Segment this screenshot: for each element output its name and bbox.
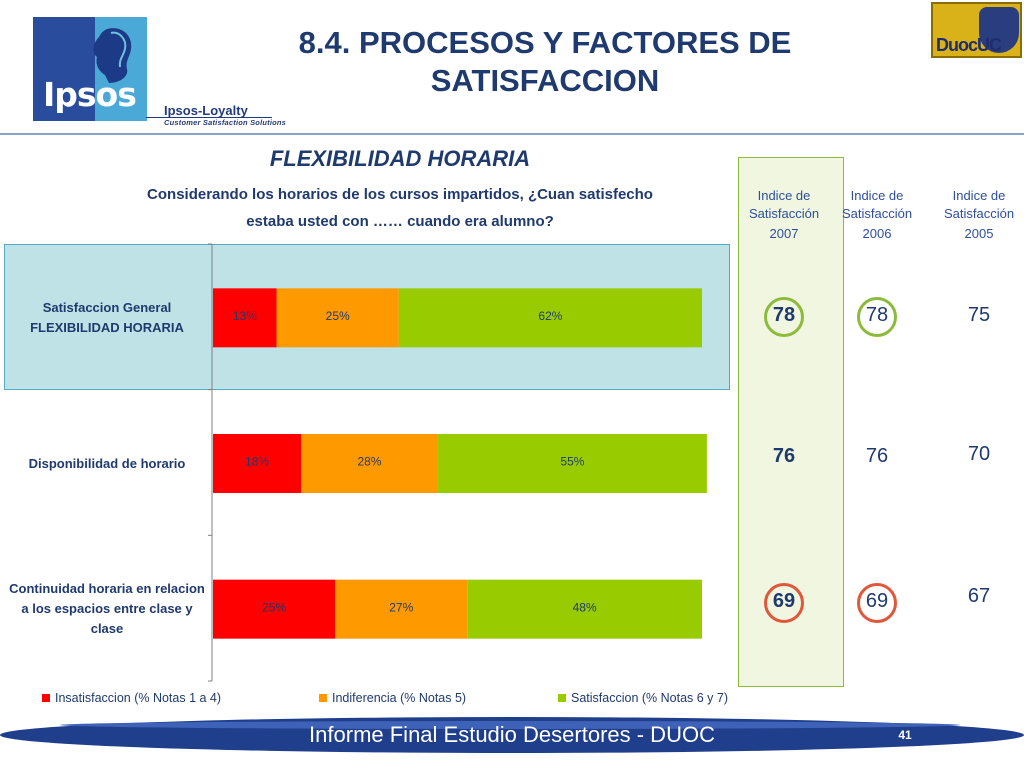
legend-label: Insatisfaccion (% Notas 1 a 4) (55, 691, 222, 705)
index-value: 76 (865, 445, 889, 467)
index-header-line-2: Satisfacción (943, 206, 1015, 221)
ipsos-loyalty-tagline: Customer Satisfaction Solutions (164, 118, 287, 127)
duoc-crest-icon (979, 7, 1019, 53)
duoc-logo: DuocUC (931, 2, 1022, 58)
index-highlight-ring (764, 583, 804, 623)
bar-segment (213, 288, 277, 348)
bar-segment (213, 434, 302, 493)
footer-text: Informe Final Estudio Desertores - DUOC (309, 722, 715, 747)
bar-data-label: 62% (538, 309, 562, 323)
ipsos-head-icon (93, 28, 132, 83)
index-column-header: Indice de Satisfacción (827, 187, 927, 223)
legend-swatch (558, 694, 566, 702)
duoc-logo-text: DuocUC (936, 35, 1002, 55)
bar-data-label: 48% (573, 600, 597, 614)
category-label-text: Satisfaccion General FLEXIBILIDAD HORARI… (30, 299, 184, 335)
chart-legend: Insatisfaccion (% Notas 1 a 4) Indiferenc… (42, 691, 762, 707)
index-header-line-2: Satisfacción (841, 206, 913, 221)
index-year: 2005 (964, 226, 994, 241)
index-header-line-1: Indice de (850, 188, 904, 203)
bar-data-label: 55% (560, 455, 584, 469)
category-label: Continuidad horaria en relacion a los es… (9, 581, 205, 637)
index-value: 67 (967, 585, 991, 607)
legend-swatch (42, 694, 50, 702)
category-label-text: Continuidad horaria en relacion a los es… (9, 581, 205, 637)
index-column-header: Indice de Satisfacción (734, 187, 834, 223)
index-highlight-ring (857, 297, 897, 337)
bar-segment (398, 288, 702, 348)
bar-data-label: 13% (233, 309, 257, 323)
index-year: 2007 (769, 226, 799, 241)
legend-item: Insatisfaccion (% Notas 1 a 4) (42, 691, 221, 705)
footer-band (0, 717, 1024, 753)
ipsos-logo-text: Ipsos (43, 75, 137, 114)
legend-swatch (319, 694, 327, 702)
index-year: 2006 (862, 226, 892, 241)
category-label-text: Disponibilidad de horario (28, 455, 186, 471)
index-column-header: Indice de Satisfacción (929, 187, 1024, 223)
bar-data-label: 28% (357, 455, 381, 469)
index-value: 69 (772, 590, 796, 612)
legend-item: Satisfaccion (% Notas 6 y 7) (558, 691, 728, 705)
header-divider (0, 133, 1024, 135)
index-header-line-2: Satisfacción (748, 206, 820, 221)
bar-segment (437, 434, 707, 493)
ipsos-loyalty-title: Ipsos-Loyalty (164, 103, 248, 118)
question-line-1: Considerando los horarios de los cursos … (147, 186, 653, 203)
index-header-line-1: Indice de (952, 188, 1006, 203)
bar-data-label: 25% (262, 600, 286, 614)
bar-segment (467, 579, 702, 639)
legend-item: Indiferencia (% Notas 5) (319, 691, 466, 705)
legend-label: Indiferencia (% Notas 5) (332, 691, 467, 705)
index-value: 78 (865, 304, 889, 326)
bar-segment (213, 579, 336, 639)
index-value: 78 (772, 304, 796, 326)
category-label: Disponibilidad de horario (28, 455, 186, 471)
bar-data-label: 27% (389, 600, 413, 614)
index-highlight-ring (857, 583, 897, 623)
category-label: Satisfaccion General FLEXIBILIDAD HORARI… (30, 299, 184, 335)
legend-label: Satisfaccion (% Notas 6 y 7) (571, 691, 729, 705)
ipsos-logo: Ipsos (33, 17, 147, 121)
page-number: 41 (898, 728, 912, 742)
index-value: 75 (967, 304, 991, 326)
bar-segment (301, 434, 438, 493)
bar-data-label: 18% (245, 455, 269, 469)
index-value: 69 (865, 590, 889, 612)
index-value: 70 (967, 443, 991, 465)
section-title: FLEXIBILIDAD HORARIA (269, 146, 531, 171)
ipsos-loyalty-rule (146, 117, 272, 118)
page-title: 8.4. PROCESOS Y FACTORES DE SATISFACCION (298, 25, 792, 98)
index-header-line-1: Indice de (757, 188, 811, 203)
bar-segment (276, 288, 399, 348)
survey-question: Considerando los horarios de los cursos … (90, 181, 710, 235)
question-line-2: estaba usted con …… cuando era alumno? (246, 213, 554, 230)
index-highlight-ring (764, 297, 804, 337)
bar-segment (335, 579, 468, 639)
index-value: 76 (772, 445, 796, 467)
bar-data-label: 25% (326, 309, 350, 323)
